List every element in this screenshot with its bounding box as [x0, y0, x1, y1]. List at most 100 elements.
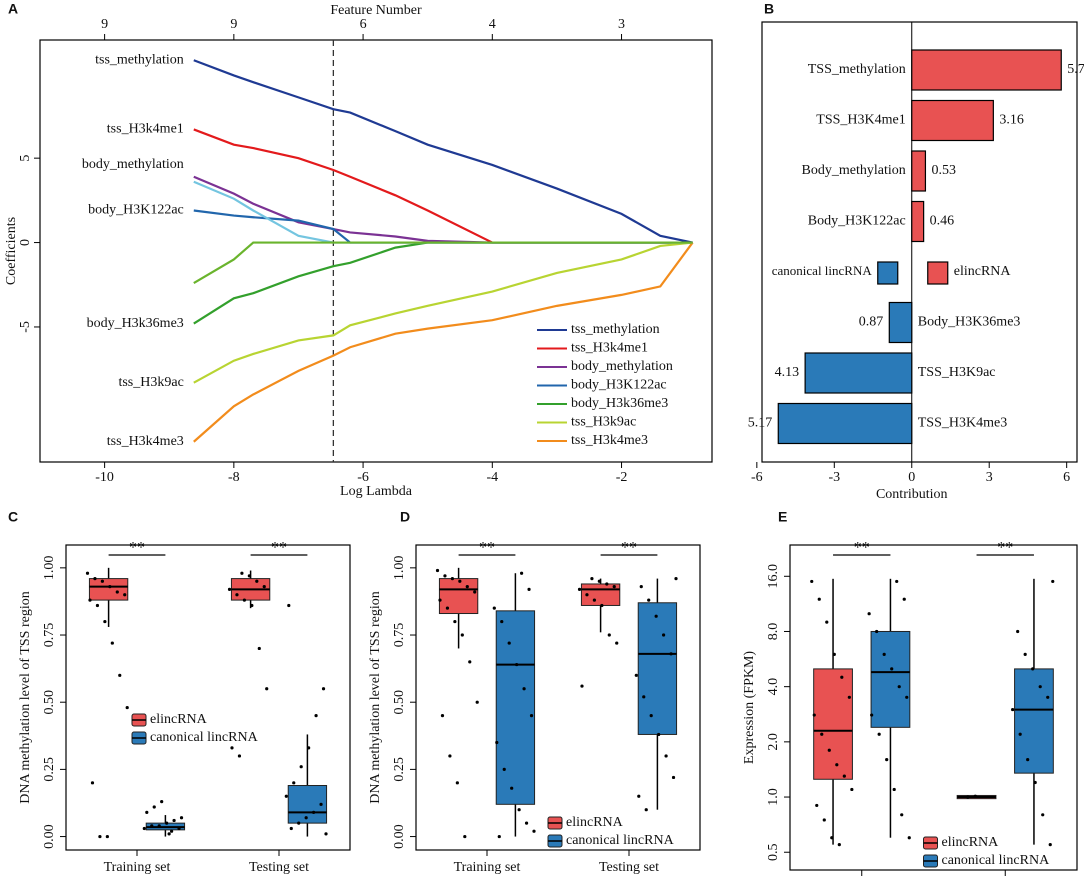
data-point [165, 821, 169, 825]
data-point [637, 794, 641, 798]
box [637, 602, 678, 735]
data-point [875, 629, 879, 634]
box [870, 630, 911, 728]
data-point [115, 590, 119, 594]
category-label: TSS_H3K9ac [918, 365, 996, 380]
panel-letter: D [400, 509, 410, 525]
data-point [100, 579, 104, 583]
data-point [890, 667, 894, 671]
x-tick-label: -3 [828, 470, 840, 485]
data-point [473, 590, 477, 594]
significance-label: ** [479, 540, 495, 557]
data-point [307, 746, 311, 750]
category-label: TSS_H3K4me1 [816, 113, 905, 128]
data-point [1038, 685, 1042, 689]
data-point [1041, 813, 1045, 817]
x-axis-label: Contribution [876, 487, 948, 502]
plot-frame [39, 39, 713, 463]
significance-label: ** [129, 540, 145, 557]
data-point [524, 821, 529, 825]
data-point [257, 646, 261, 651]
data-point [1026, 758, 1030, 762]
legend-label: body_methylation [571, 359, 673, 374]
data-point [1033, 780, 1037, 785]
y-tick-label: 8.0 [766, 623, 781, 641]
data-point [435, 568, 440, 573]
data-point [172, 818, 176, 823]
series-line [193, 175, 693, 244]
data-point [674, 576, 678, 581]
data-point [812, 713, 816, 717]
data-point [250, 603, 254, 608]
data-point [580, 684, 584, 688]
x-tick-label: Training set [104, 860, 171, 875]
line-label: body_methylation [82, 157, 184, 172]
data-point [662, 633, 666, 637]
data-point [510, 786, 514, 790]
legend-label: canonical lincRNA [942, 853, 1051, 868]
series-line [193, 241, 693, 384]
data-point [597, 579, 601, 583]
data-point [895, 579, 899, 584]
data-point [230, 746, 234, 750]
data-point [907, 836, 911, 840]
data-point [105, 834, 109, 839]
x-tick-label: -2 [616, 470, 628, 485]
data-point [529, 714, 534, 718]
data-point [900, 813, 904, 817]
data-point [497, 834, 501, 839]
data-point [292, 781, 296, 785]
data-point [160, 800, 164, 804]
data-point [118, 673, 122, 677]
plot-frame [65, 544, 351, 851]
data-point [877, 732, 881, 736]
data-point [654, 614, 658, 618]
data-point [227, 587, 232, 591]
data-point [443, 574, 447, 578]
value-label: 5.79 [1067, 62, 1084, 77]
data-point [95, 603, 100, 608]
legend-label: tss_H3k9ac [571, 415, 636, 430]
y-tick-label: 4.0 [766, 678, 781, 696]
data-point [815, 803, 819, 808]
data-point [966, 795, 970, 799]
x-tick-label: 0 [908, 470, 915, 485]
legend-label: canonical lincRNA [772, 263, 873, 278]
data-point [495, 740, 499, 745]
y-tick-label: 0.50 [392, 690, 407, 715]
data-point [299, 765, 303, 769]
data-point [657, 732, 661, 737]
legend-label: tss_methylation [571, 322, 660, 337]
legend-swatch [927, 261, 949, 285]
x-tick-label: -6 [357, 470, 369, 485]
legend-label: body_H3k36me3 [571, 396, 668, 411]
data-point [458, 579, 462, 583]
data-point [324, 832, 328, 836]
line-label: tss_H3k4me3 [107, 434, 184, 449]
bar [911, 200, 925, 243]
x-tick-label: Testing set [599, 860, 659, 875]
y-tick-label: 1.00 [42, 556, 57, 581]
data-point [842, 774, 846, 778]
top-axis-label: Feature Number [330, 3, 422, 18]
y-tick-label: 1.00 [392, 556, 407, 581]
data-point [590, 576, 594, 581]
legend-swatch [877, 261, 899, 285]
data-point [142, 826, 146, 831]
panel-letter: B [764, 1, 774, 17]
panel-letter: A [8, 1, 18, 17]
panel-letter: E [778, 509, 787, 525]
data-point [605, 582, 609, 586]
y-tick-label: -5 [18, 321, 33, 333]
data-point [634, 673, 638, 677]
data-point [647, 598, 651, 602]
data-point [177, 826, 181, 831]
top-tick-label: 9 [101, 17, 108, 32]
data-point [167, 832, 171, 836]
data-point [1051, 579, 1055, 584]
data-point [642, 695, 646, 699]
data-point [827, 748, 831, 752]
data-point [440, 714, 445, 718]
y-axis-label: Coefficients [4, 217, 19, 285]
